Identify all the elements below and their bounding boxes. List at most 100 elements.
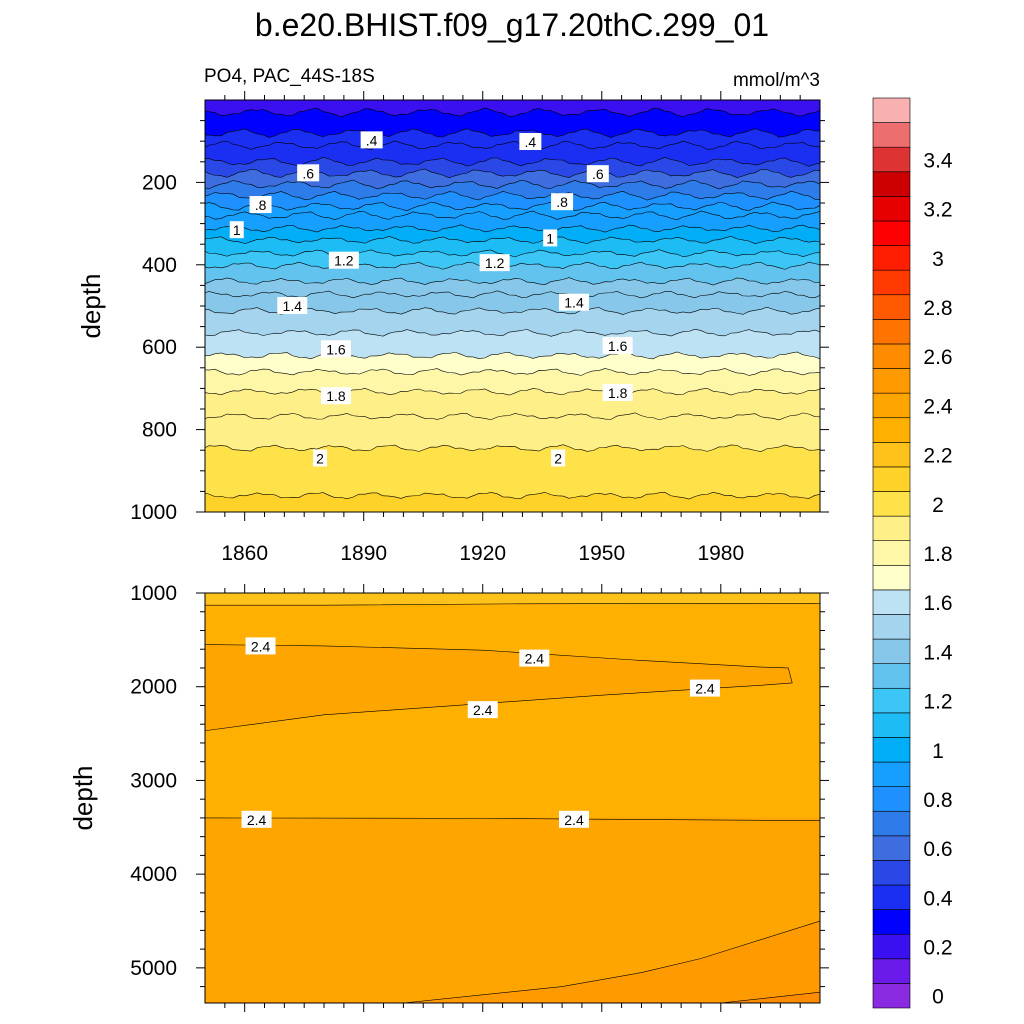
colorbar-swatch <box>872 417 911 443</box>
colorbar-tick-label: 1.4 <box>923 641 953 664</box>
contour-label-text: 2 <box>554 450 562 466</box>
lower-high-band <box>403 921 820 1003</box>
contour-label-box <box>559 293 589 311</box>
contour-label-box <box>519 649 550 667</box>
lower-contour-line <box>403 920 820 1003</box>
colorbar-swatch <box>872 515 911 542</box>
contour-label-text: .8 <box>556 194 568 210</box>
y-tick-label: 2000 <box>130 676 177 699</box>
colorbar-swatch <box>872 663 911 689</box>
colorbar-swatch <box>872 687 911 714</box>
contour-label-text: 1.8 <box>608 385 628 401</box>
lower-panel: 2.42.42.42.42.4 2.4 10002000300040005000 … <box>68 582 829 1012</box>
contour-label: 1.4 <box>559 293 589 311</box>
contour-label: 1.2 <box>479 254 510 272</box>
contour-label-text: 2 <box>316 450 324 466</box>
upper-contour-line <box>205 277 820 286</box>
upper-y-axis-label: depth <box>76 273 106 338</box>
colorbar-tick-label: 3 <box>932 248 944 271</box>
x-tick-label: 1890 <box>340 542 387 565</box>
y-tick-label: 1000 <box>130 501 177 524</box>
colorbar-swatch <box>872 712 911 738</box>
upper-contour-line <box>205 190 820 201</box>
upper-contour-line <box>205 179 820 190</box>
contour-label-text: 1.8 <box>326 388 346 404</box>
colorbar-tick-label: 2.8 <box>923 297 952 320</box>
lower-plot-frame <box>204 592 821 1004</box>
y-tick-label: 800 <box>142 419 177 442</box>
contour-label: 1.6 <box>320 340 351 358</box>
colorbar-swatch <box>872 97 911 123</box>
contour-label-box <box>229 221 244 239</box>
x-tick-label: 1980 <box>697 542 744 565</box>
contour-label-box <box>479 254 510 272</box>
colorbar-tick-label: 2.6 <box>923 346 952 369</box>
colorbar-swatch <box>872 835 911 861</box>
contour-label-box <box>602 336 633 354</box>
lower-axis-ticks: 1000 2000 3000 4000 5000 <box>130 582 829 1012</box>
upper-contour-line <box>205 368 820 376</box>
contour-label: 1 <box>229 221 244 239</box>
y-tick-label: 1000 <box>130 582 177 605</box>
upper-contour-line <box>205 290 820 299</box>
contour-label-text: 1.2 <box>485 255 505 271</box>
lower-contour-line <box>205 817 820 822</box>
colorbar-tick-label: 3.4 <box>923 149 953 172</box>
colorbar-tick-label: 2.2 <box>923 445 952 468</box>
y-tick-label: 4000 <box>130 863 177 886</box>
contour-label-text: 1.4 <box>564 295 584 311</box>
contour-label-box <box>602 383 633 401</box>
colorbar-tick-label: 0.4 <box>923 887 953 910</box>
upper-contour-labels: .4 .4 .6 .6 .8 .8 1 1 1.2 1.2 1.4 1.4 1.6 1.6 1.8 1.8 2 2 <box>229 131 633 467</box>
colorbar-tick-label: 1.2 <box>923 691 952 714</box>
y-tick-label: 5000 <box>130 957 177 980</box>
colorbar-swatch <box>872 466 911 492</box>
lower-filled-contours <box>205 593 820 1003</box>
colorbar-tick-label: 0 <box>932 986 944 1009</box>
upper-contour-line <box>205 351 820 360</box>
colorbar-tick-label: 1.6 <box>923 592 952 615</box>
upper-contour-line <box>205 210 820 221</box>
upper-contour-line <box>205 201 820 212</box>
contour-label: 1.2 <box>328 251 359 269</box>
contour-label-text: 1 <box>546 230 554 246</box>
upper-contour-line <box>205 249 820 258</box>
upper-contour-line <box>205 156 820 167</box>
contour-label: 2.4 <box>519 649 550 667</box>
colorbar-swatch <box>872 269 911 296</box>
lower-top-band <box>205 593 820 606</box>
colorbar-swatch <box>872 540 911 566</box>
contour-label-text: .6 <box>302 165 314 181</box>
colorbar: 0 0.2 0.4 0.6 0.8 1 1.2 1.4 1.6 1.8 2 2.2 2.4 2.6 2.8 3… <box>872 97 953 1009</box>
colorbar-swatch <box>872 860 911 886</box>
contour-label-box <box>360 131 383 149</box>
upper-contour-line <box>205 491 820 500</box>
colorbar-swatch <box>872 220 911 246</box>
contour-label: 2 <box>551 449 566 467</box>
contour-label-text: 1 <box>233 222 241 238</box>
lower-contour-labels: 2.4 2.4 2.4 2.4 2.4 2.4 <box>241 637 720 828</box>
contour-label-box <box>551 449 566 467</box>
colorbar-swatch <box>872 196 911 222</box>
contour-label: 1.6 <box>602 336 633 354</box>
colorbar-swatch <box>872 614 911 640</box>
contour-label-text: 2.4 <box>695 681 715 697</box>
contour-label-text: .4 <box>366 132 378 148</box>
contour-label-text: 1.6 <box>326 341 346 357</box>
colorbar-tick-label: 1.8 <box>923 543 952 566</box>
variable-region-label: PO4, PAC_44S-18S <box>204 66 375 87</box>
colorbar-tick-label: 1 <box>932 740 944 763</box>
units-label: mmol/m^3 <box>733 70 820 91</box>
colorbar-swatch <box>872 294 911 320</box>
x-tick-label: 1860 <box>221 542 268 565</box>
colorbar-swatch <box>872 761 911 787</box>
colorbar-tick-label: 2 <box>932 494 944 517</box>
contour-label-box <box>467 701 498 719</box>
contour-label: 1.8 <box>320 387 351 405</box>
colorbar-swatch <box>872 909 911 935</box>
lower-y-axis-label: depth <box>68 765 98 830</box>
lower-contour-line <box>205 644 793 732</box>
contour-label: .4 <box>360 131 383 149</box>
x-tick-label: 1920 <box>459 542 506 565</box>
